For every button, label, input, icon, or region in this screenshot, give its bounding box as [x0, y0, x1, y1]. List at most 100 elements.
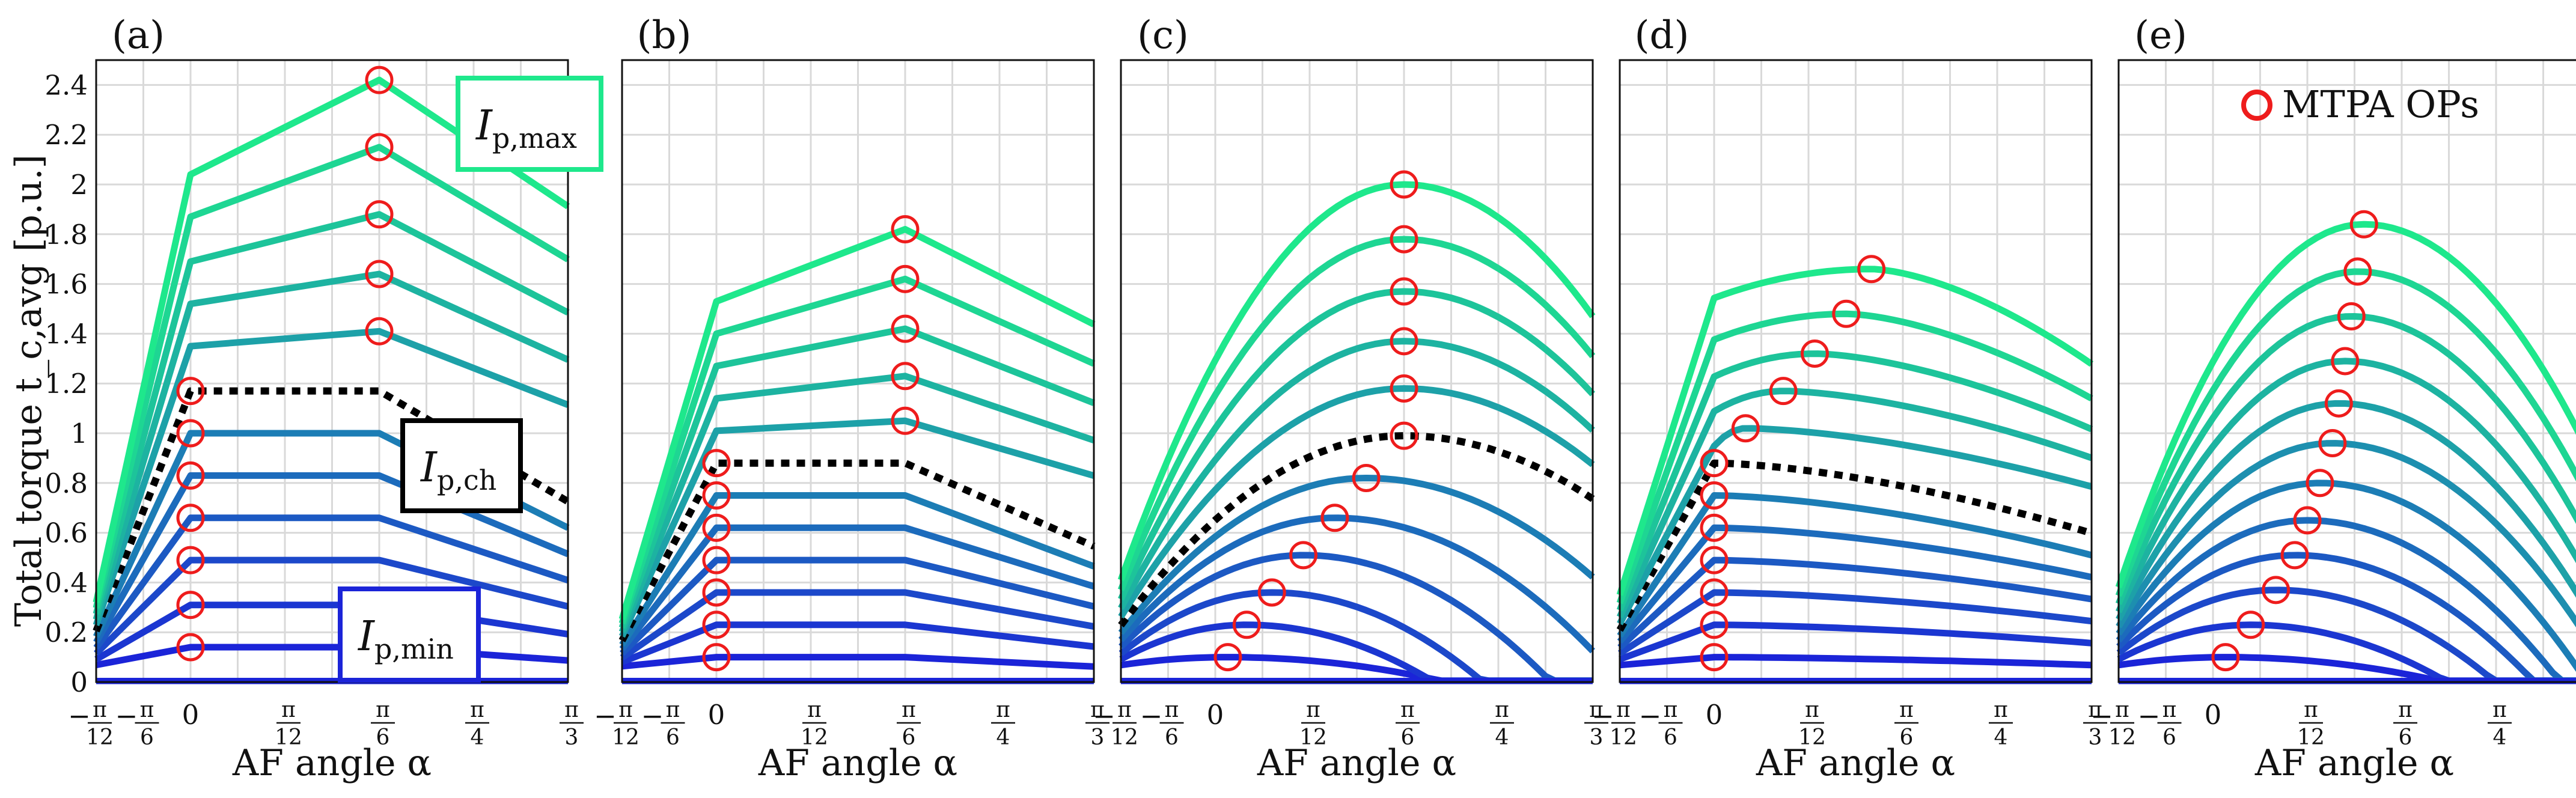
x-tick-num: π — [2492, 698, 2507, 722]
mtpa-marker — [891, 362, 920, 391]
series-line — [1619, 621, 2092, 663]
mtpa-marker — [1731, 414, 1760, 443]
marker-group — [1700, 255, 1886, 672]
x-tick-num: π — [2088, 698, 2102, 722]
x-tick-den: 12 — [2297, 725, 2325, 750]
mtpa-marker — [1769, 377, 1798, 406]
x-tick-num: π — [1616, 698, 1631, 722]
y-tick-label: 1 — [70, 418, 88, 449]
x-tick-sign: − — [641, 700, 664, 732]
legend-marker — [2241, 90, 2272, 121]
y-tick-label: 0.8 — [44, 468, 88, 499]
x-tick-den: 6 — [666, 725, 680, 750]
x-tick-sign: − — [2090, 700, 2113, 732]
marker-group — [702, 215, 920, 672]
series-group — [618, 226, 1096, 684]
mtpa-marker — [702, 611, 731, 639]
series-line — [93, 144, 570, 609]
mtpa-marker — [1289, 541, 1318, 570]
mtpa-marker — [2280, 541, 2309, 570]
y-tick-label: 0.4 — [44, 567, 88, 598]
x-tick-den: 12 — [1299, 725, 1327, 750]
mtpa-marker — [702, 449, 731, 478]
panel-label: (e) — [2134, 13, 2187, 58]
x-tick-num: π — [2115, 698, 2129, 722]
series-line — [2118, 654, 2576, 684]
series-line — [1616, 310, 2093, 605]
x-tick-num: π — [1165, 698, 1179, 722]
series-line — [2115, 268, 2576, 597]
y-tick-label: 1.2 — [44, 368, 88, 400]
series-line — [2116, 480, 2576, 672]
mtpa-marker — [891, 406, 920, 435]
x-tick-den: 6 — [1664, 725, 1677, 750]
x-tick-num: π — [1589, 698, 1604, 722]
mtpa-marker — [365, 200, 394, 229]
x-tick-num: π — [1090, 698, 1105, 722]
x-tick-num: π — [807, 698, 822, 722]
x-tick-num: π — [1495, 698, 1509, 722]
mtpa-marker — [1320, 504, 1349, 532]
series-line — [619, 524, 1095, 651]
series-line — [1118, 288, 1596, 601]
series-group — [2115, 221, 2576, 684]
mtpa-marker — [891, 264, 920, 293]
series-line — [1616, 350, 2093, 612]
series-line — [2116, 517, 2576, 684]
x-axis-label: AF angle α — [232, 742, 432, 784]
mtpa-marker — [702, 578, 731, 607]
annotation-subscript: p,max — [492, 122, 577, 154]
mtpa-marker — [1700, 578, 1729, 607]
axes-frame — [1619, 59, 2093, 683]
x-tick-sign: − — [1639, 700, 1662, 732]
legend-label: MTPA OPs — [2282, 82, 2479, 126]
mtpa-marker — [2236, 611, 2265, 639]
x-tick-num: π — [2304, 698, 2318, 722]
mtpa-marker — [1832, 299, 1861, 328]
series-line — [2115, 221, 2576, 588]
series-line — [2116, 440, 2576, 629]
mtpa-marker — [702, 481, 731, 510]
y-tick-label: 2.4 — [44, 69, 88, 101]
mtpa-marker — [2343, 257, 2372, 286]
series-line — [1118, 475, 1595, 635]
series-line — [93, 472, 570, 644]
annotation-subscript: p,min — [374, 633, 454, 665]
x-tick-label: 0 — [182, 699, 200, 731]
mtpa-marker — [1700, 513, 1729, 542]
x-tick-den: 12 — [1798, 725, 1826, 750]
mtpa-marker — [176, 461, 205, 490]
x-tick-sign: − — [1140, 700, 1163, 732]
y-tick-label: 0.2 — [44, 617, 88, 648]
mtpa-marker — [2262, 576, 2291, 605]
mtpa-marker — [1352, 464, 1381, 493]
mtpa-marker — [1390, 225, 1418, 254]
series-line — [1616, 266, 2094, 596]
x-tick-den: 4 — [2493, 725, 2507, 750]
panel-label: (b) — [637, 13, 692, 58]
x-axis-label: AF angle α — [758, 742, 957, 784]
axes-frame — [621, 59, 1095, 683]
series-line — [1617, 556, 2092, 650]
mtpa-marker — [176, 546, 205, 574]
mtpa-marker — [176, 377, 205, 406]
series-line — [94, 556, 569, 656]
x-axis-label: AF angle α — [1756, 742, 1955, 784]
x-tick-den: 12 — [612, 725, 639, 750]
series-line — [2116, 358, 2576, 614]
x-tick-num: π — [2162, 698, 2177, 722]
series-line — [93, 327, 569, 627]
x-tick-num: π — [618, 698, 633, 722]
series-line — [1119, 552, 1593, 684]
x-tick-num: π — [1117, 698, 1132, 722]
mtpa-marker — [1390, 327, 1418, 356]
mtpa-marker — [1700, 611, 1729, 639]
mtpa-marker — [1700, 481, 1729, 510]
x-tick-den: 12 — [1610, 725, 1637, 750]
